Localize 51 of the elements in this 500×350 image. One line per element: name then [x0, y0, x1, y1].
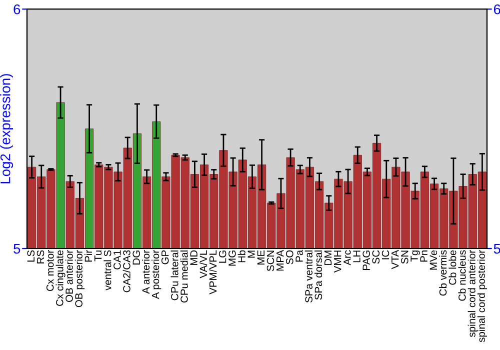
x-tick-label: CPu lateral — [170, 250, 178, 300]
x-tick-label: Hb — [238, 250, 246, 262]
x-tick-label: MVe — [430, 250, 438, 270]
x-tick-label: Arc — [344, 250, 351, 266]
x-tick-label: Cb vermis — [439, 250, 447, 296]
x-tick-label: Cb lobe — [448, 250, 456, 285]
x-tick-label: spinal cord posterior — [477, 250, 487, 342]
x-tick-label: VPM/VPL — [209, 250, 217, 294]
x-tick-label: A anterior — [142, 250, 150, 294]
x-tick-label: Cx motor — [46, 250, 54, 292]
x-tick-label: VMH — [334, 250, 342, 273]
x-tick-label: Cb nucleus — [458, 250, 466, 301]
x-tick-label: SCN — [266, 250, 274, 272]
x-tick-label: IC — [382, 250, 390, 260]
x-tick-label: MD — [190, 250, 198, 266]
y-axis-title: Log2 (expression) — [0, 74, 14, 184]
x-tick-label: A posterior — [152, 250, 162, 299]
x-tick-label: spinal cord anterior — [468, 250, 478, 338]
x-tick-label: SPa dorsal — [314, 250, 322, 300]
x-tick-label: CPu medial — [180, 250, 188, 302]
x-tick-label: MPA — [276, 250, 284, 271]
x-tick-label: PAG — [362, 250, 370, 270]
x-tick-label: OB anterior — [65, 250, 73, 302]
x-tick-label: CA2/CA3 — [122, 250, 130, 292]
x-tick-label: Tu — [94, 250, 102, 262]
x-tick-label: SN — [401, 250, 408, 264]
x-tick-label: Pa — [296, 250, 303, 262]
x-tick-label: Tg — [410, 250, 420, 262]
x-tick-label: OB posterior — [74, 250, 84, 308]
x-tick-label: MG — [228, 250, 236, 266]
y2-tick-label: 6 — [494, 4, 500, 14]
x-tick-label: M — [248, 250, 255, 258]
x-tick-label: Pir — [84, 250, 92, 262]
x-tick-label: DG — [132, 250, 140, 264]
x-tick-label: ventral S — [104, 250, 112, 290]
x-tick-label: RS — [36, 250, 44, 264]
y2-tick-label: 5 — [494, 244, 500, 254]
x-tick-label: SPa ventral — [304, 250, 312, 303]
x-tick-label: LH — [353, 250, 360, 262]
x-tick-label: LS — [27, 250, 35, 262]
x-tick-label: VA/VL — [200, 250, 208, 278]
x-tick-label: Cx cingulate — [56, 250, 66, 306]
x-tick-label: ME — [257, 250, 264, 264]
x-tick-label: GP — [161, 250, 169, 264]
x-tick-label: DM — [324, 250, 332, 266]
x-tick-label: CA1 — [114, 250, 121, 270]
x-tick-label: Pn — [420, 250, 428, 262]
x-tick-label: SC — [372, 250, 380, 264]
x-tick-label: SO — [286, 250, 294, 264]
x-tick-label: VTA — [392, 250, 399, 270]
x-tick-label: LG — [218, 250, 226, 263]
